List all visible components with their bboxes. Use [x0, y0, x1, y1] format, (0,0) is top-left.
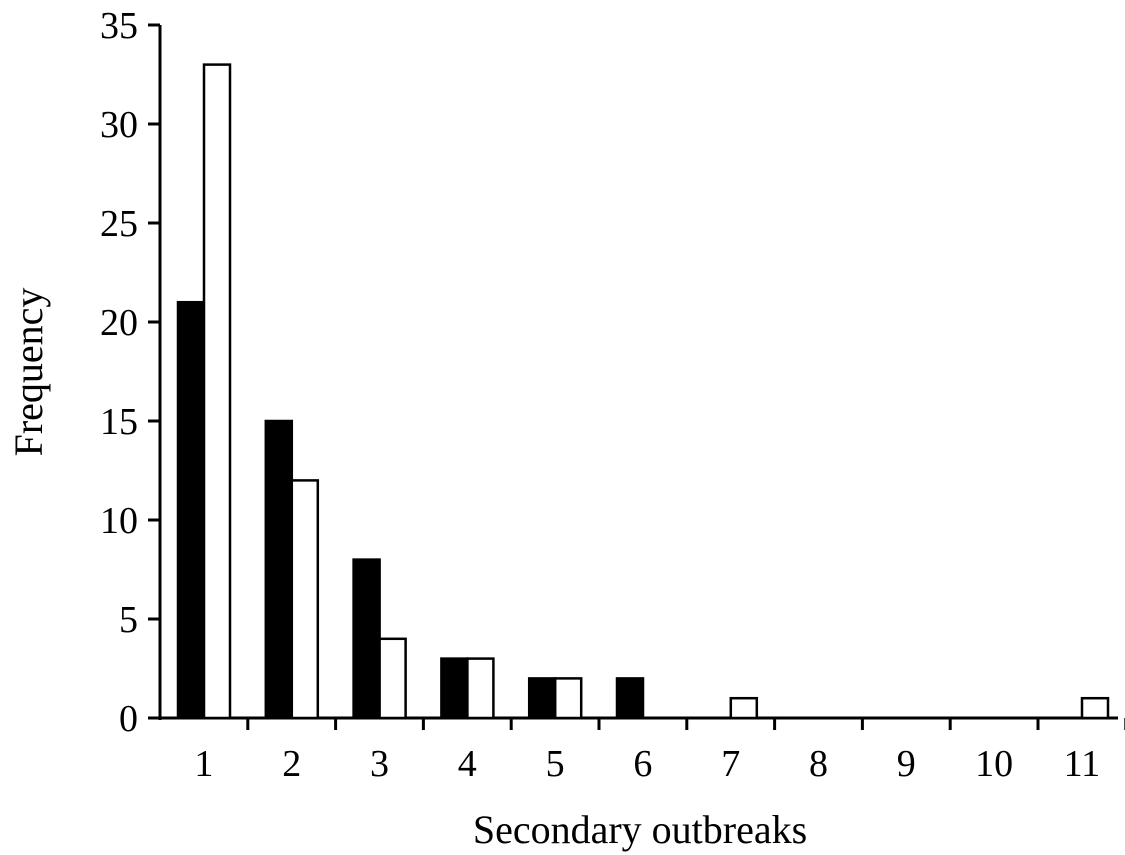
y-tick-label: 20: [100, 302, 138, 344]
bar-series-1-3: [352, 558, 381, 720]
x-tick-label: 10: [975, 743, 1013, 785]
x-tick-label: 7: [721, 743, 740, 785]
x-tick-label: 2: [282, 743, 301, 785]
bar-series-2-4: [466, 657, 495, 720]
bar-series-2-1: [202, 63, 232, 720]
bar-series-1-1: [176, 300, 206, 720]
x-tick-label: 9: [897, 743, 916, 785]
y-tick-label: 0: [119, 698, 138, 740]
x-axis: 1 2 3 4 5 6 7 8 9 10 11: [148, 716, 1125, 785]
x-axis-title: Secondary outbreaks: [473, 807, 807, 852]
y-tick-label: 35: [100, 5, 138, 47]
y-tick-label: 10: [100, 500, 138, 542]
bar-series-2-2: [290, 479, 320, 720]
x-tick-label: 1: [194, 743, 213, 785]
bar-series-1-5: [527, 677, 557, 720]
x-tick-label: 6: [633, 743, 652, 785]
bars: [176, 63, 1110, 720]
y-tick-label: 25: [100, 203, 138, 245]
x-tick-label: 8: [809, 743, 828, 785]
y-tick-label: 5: [119, 599, 138, 641]
y-axis-title: Frequency: [6, 288, 51, 457]
bar-series-1-6: [615, 677, 645, 720]
bar-series-1-2: [264, 419, 294, 720]
x-tick-label: 11: [1064, 743, 1101, 785]
bar-series-2-11: [1080, 696, 1110, 720]
y-tick-label: 30: [100, 104, 138, 146]
bar-series-2-5: [553, 677, 583, 720]
bar-series-2-7: [729, 696, 759, 720]
x-tick-label: 4: [458, 743, 477, 785]
x-tick-label: 3: [370, 743, 389, 785]
y-tick-label: 15: [100, 401, 138, 443]
x-tick-label: 5: [546, 743, 565, 785]
bar-series-2-3: [378, 637, 407, 720]
y-axis: 0 5 10 15 20 25 30 35: [100, 5, 162, 740]
bar-series-1-4: [440, 657, 469, 720]
